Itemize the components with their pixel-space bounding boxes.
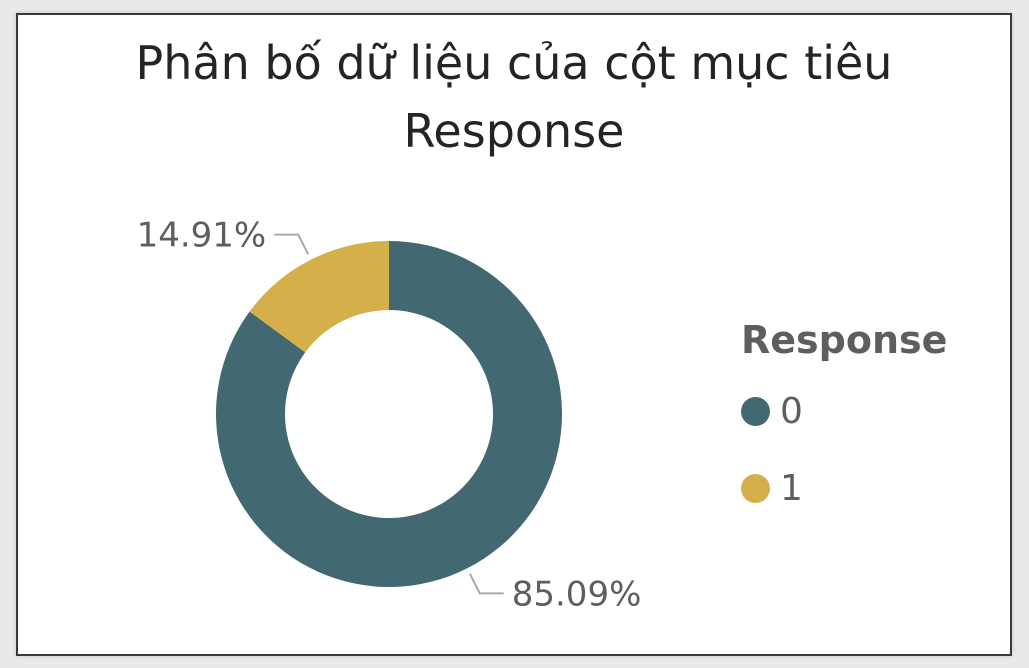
donut-slice-1[interactable]: [249, 241, 389, 353]
chart-card: Phân bố dữ liệu của cột mục tiêu Respons…: [16, 13, 1012, 656]
legend-title: Response: [741, 318, 948, 362]
chart-title-line-1: Phân bố dữ liệu của cột mục tiêu: [135, 36, 893, 90]
chart-legend: Response 0 1: [741, 317, 947, 527]
donut-slice-0[interactable]: [215, 241, 562, 587]
legend-swatch-1: [741, 474, 770, 503]
legend-swatch-0: [741, 397, 770, 426]
legend-item-1[interactable]: 1: [741, 450, 947, 527]
legend-label-1: 1: [780, 468, 803, 509]
legend-item-0[interactable]: 0: [741, 373, 947, 450]
donut-chart: 85.09% 14.91%: [137, 216, 642, 615]
leader-line-1: [274, 233, 310, 255]
data-label-0: 85.09%: [512, 574, 642, 614]
chart-title: Phân bố dữ liệu của cột mục tiêu Respons…: [18, 29, 1010, 165]
data-label-1: 14.91%: [137, 216, 267, 256]
leader-line-0: [468, 573, 504, 595]
chart-title-line-2: Response: [403, 104, 625, 158]
legend-label-0: 0: [780, 391, 803, 432]
